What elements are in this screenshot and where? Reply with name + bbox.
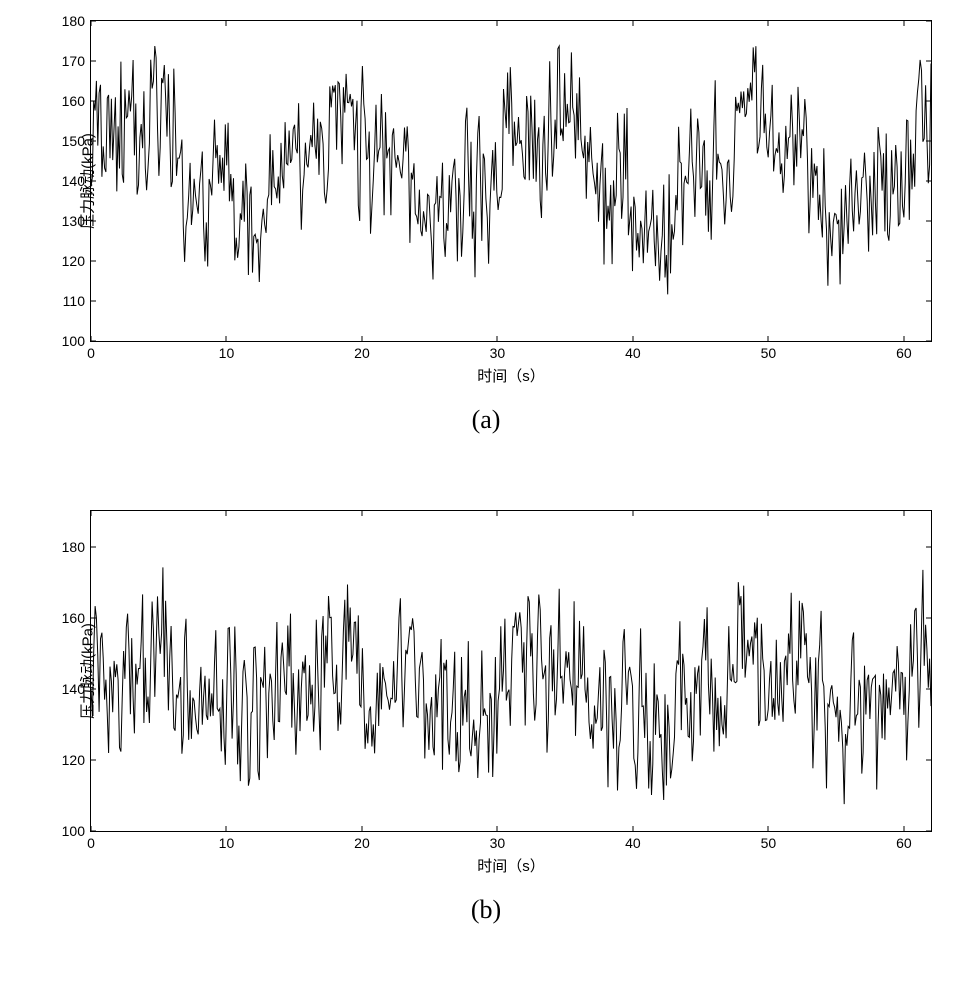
y-tick-label: 100 [62, 333, 85, 349]
x-tick-label: 20 [354, 835, 370, 851]
x-tick-label: 50 [761, 835, 777, 851]
y-tick-label: 180 [62, 539, 85, 555]
figure-a: 压力脉动(kPa) 时间（s） 100110120130140150160170… [40, 10, 932, 342]
y-tick-label: 170 [62, 53, 85, 69]
subcaption-a: (a) [472, 405, 501, 435]
y-tick-label: 160 [62, 93, 85, 109]
plot-area-b: 压力脉动(kPa) 时间（s） 100120140160180010203040… [90, 510, 932, 832]
subcaption-b: (b) [471, 895, 501, 925]
signal-line-b [91, 511, 931, 831]
y-tick-label: 120 [62, 253, 85, 269]
y-axis-label-b: 压力脉动(kPa) [77, 623, 98, 719]
y-tick-label: 150 [62, 133, 85, 149]
y-tick-label: 130 [62, 213, 85, 229]
figure-b: 压力脉动(kPa) 时间（s） 100120140160180010203040… [40, 500, 932, 832]
y-tick-label: 120 [62, 752, 85, 768]
x-tick-label: 40 [625, 835, 641, 851]
x-tick-label: 10 [219, 835, 235, 851]
x-tick-label: 30 [490, 835, 506, 851]
x-tick-label: 10 [219, 345, 235, 361]
x-tick-label: 20 [354, 345, 370, 361]
x-tick-label: 30 [490, 345, 506, 361]
y-tick-label: 140 [62, 173, 85, 189]
x-tick-label: 50 [761, 345, 777, 361]
x-tick-label: 60 [896, 835, 912, 851]
y-tick-label: 100 [62, 823, 85, 839]
x-axis-label-a: 时间（s） [477, 365, 545, 386]
y-tick-label: 110 [63, 293, 85, 309]
plot-area-a: 压力脉动(kPa) 时间（s） 100110120130140150160170… [90, 20, 932, 342]
x-tick-label: 0 [87, 345, 95, 361]
y-tick-label: 140 [62, 681, 85, 697]
y-tick-label: 180 [62, 13, 85, 29]
y-tick-label: 160 [62, 610, 85, 626]
x-tick-label: 0 [87, 835, 95, 851]
x-axis-label-b: 时间（s） [477, 855, 545, 876]
x-tick-label: 60 [896, 345, 912, 361]
signal-line-a [91, 21, 931, 341]
x-tick-label: 40 [625, 345, 641, 361]
